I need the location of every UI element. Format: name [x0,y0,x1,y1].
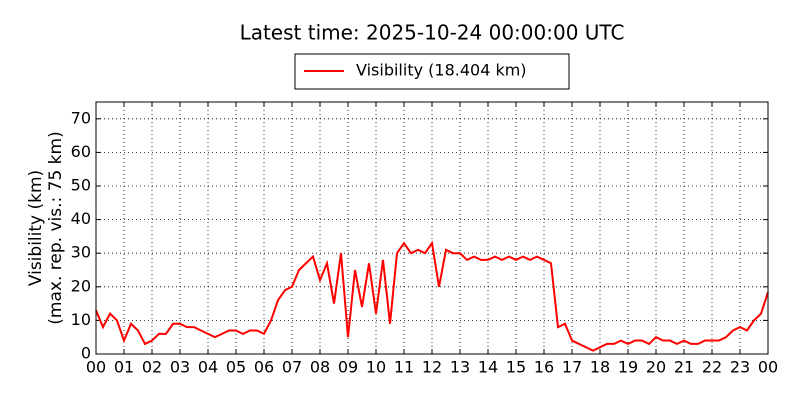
x-tick-label: 08 [310,358,330,377]
x-tick-label: 01 [114,358,134,377]
y-tick-label: 70 [71,108,91,127]
legend-label: Visibility (18.404 km) [356,61,527,80]
x-tick-label: 17 [562,358,582,377]
x-tick-label: 03 [170,358,190,377]
y-axis-label: Visibility (km) [26,170,46,286]
x-tick-label: 09 [338,358,358,377]
x-tick-label: 15 [506,358,526,377]
x-tick-label: 12 [422,358,442,377]
data-line [95,240,769,352]
x-tick-label: 16 [534,358,554,377]
y-axis-label: (max. rep. vis.: 75 km) [46,131,66,324]
x-tick-label: 14 [478,358,498,377]
x-tick-label: 06 [254,358,274,377]
x-tick-label: 23 [730,358,750,377]
x-tick-label: 00 [86,358,106,377]
x-tick-label: 13 [450,358,470,377]
y-tick-label: 0 [81,344,91,363]
x-tick-label: 04 [198,358,218,377]
x-tick-label: 05 [226,358,246,377]
x-tick-label: 10 [366,358,386,377]
x-tick-label: 19 [618,358,638,377]
chart-title: Latest time: 2025-10-24 00:00:00 UTC [240,21,625,45]
y-tick-label: 30 [71,243,91,262]
x-tick-label: 21 [674,358,694,377]
x-tick-label: 00 [758,358,778,377]
x-tick-label: 02 [142,358,162,377]
x-tick-label: 18 [590,358,610,377]
y-tick-label: 50 [71,176,91,195]
y-tick-label: 60 [71,142,91,161]
y-tick-label: 40 [71,209,91,228]
x-tick-label: 11 [394,358,414,377]
y-tick-label: 10 [71,310,91,329]
x-tick-label: 07 [282,358,302,377]
y-tick-label: 20 [71,276,91,295]
x-tick-label: 22 [702,358,722,377]
x-tick-label: 20 [646,358,666,377]
plot-frame [95,101,769,355]
